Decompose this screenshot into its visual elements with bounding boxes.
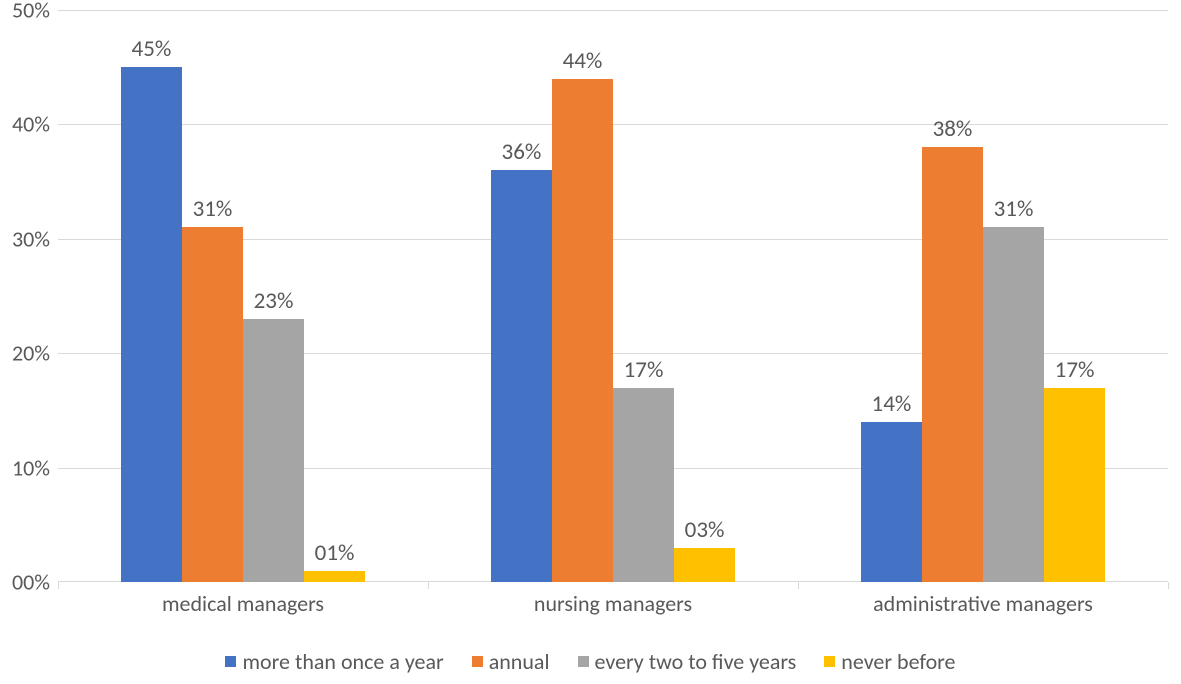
legend-label: every two to five years — [595, 648, 797, 675]
legend-item: annual — [472, 648, 550, 675]
gridline — [58, 124, 1168, 125]
bar — [243, 319, 304, 582]
bar-value-label: 31% — [994, 195, 1034, 227]
legend-label: more than once a year — [242, 648, 443, 675]
y-tick-label: 00% — [12, 569, 50, 596]
bar-value-label: 45% — [132, 35, 172, 67]
chart-container: 00% 10% 20% 30% 40% 50% medical managers 45% 31%… — [0, 0, 1181, 684]
bar — [121, 67, 182, 582]
x-tick-mark — [428, 582, 429, 589]
legend-swatch — [225, 656, 236, 667]
bar-value-label: 03% — [685, 516, 725, 548]
bar — [613, 388, 674, 582]
gridline — [58, 10, 1168, 11]
bar-value-label: 38% — [933, 115, 973, 147]
x-tick-mark — [58, 582, 59, 589]
bar — [304, 571, 365, 582]
y-tick-label: 20% — [12, 340, 50, 367]
bar-value-label: 17% — [1055, 356, 1095, 388]
y-tick-label: 50% — [12, 0, 50, 24]
category-label: medical managers — [162, 590, 324, 617]
category-label: nursing managers — [534, 590, 692, 617]
bar — [182, 227, 243, 582]
plot-area: 00%10%20%30%40%50%medical managers45%31%… — [58, 10, 1168, 582]
y-tick-label: 40% — [12, 111, 50, 138]
bar — [491, 170, 552, 582]
bar — [922, 147, 983, 582]
legend: more than once a year annual every two to … — [0, 648, 1181, 675]
legend-item: never before — [824, 648, 955, 675]
bar-value-label: 31% — [193, 195, 233, 227]
category-label: administrative managers — [873, 590, 1093, 617]
legend-label: never before — [841, 648, 955, 675]
legend-swatch — [578, 656, 589, 667]
x-tick-mark — [798, 582, 799, 589]
bar-value-label: 36% — [502, 138, 542, 170]
y-tick-label: 30% — [12, 225, 50, 252]
bar-value-label: 17% — [624, 356, 664, 388]
bar — [552, 79, 613, 582]
bar — [861, 422, 922, 582]
legend-item: more than once a year — [225, 648, 443, 675]
bar — [1044, 388, 1105, 582]
legend-item: every two to five years — [578, 648, 797, 675]
y-tick-label: 10% — [12, 454, 50, 481]
bar — [674, 548, 735, 582]
legend-label: annual — [489, 648, 550, 675]
bar-value-label: 23% — [254, 287, 294, 319]
bar-value-label: 44% — [563, 47, 603, 79]
legend-swatch — [472, 656, 483, 667]
x-tick-mark — [1168, 582, 1169, 589]
bar-value-label: 01% — [315, 539, 355, 571]
legend-swatch — [824, 656, 835, 667]
bar-value-label: 14% — [872, 390, 912, 422]
bar — [983, 227, 1044, 582]
